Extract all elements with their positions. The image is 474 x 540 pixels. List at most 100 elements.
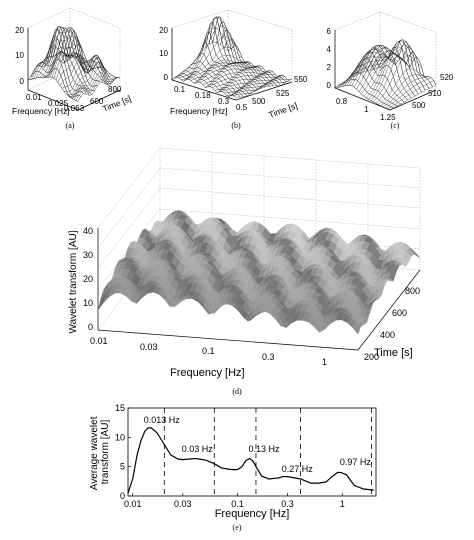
surfB-col-line [216,71,274,93]
panel-d-y-tick: 800 [405,286,420,296]
panel-e-x-tick: 0.01 [124,499,142,509]
surfC-col-line [387,80,434,110]
surfB-row-line [224,38,289,83]
panel-d-surface [97,210,421,335]
surfB-col-line [235,78,293,98]
surfA-col-line [59,57,103,86]
surfB-row-line [186,67,251,94]
panel-c-caption: (c) [391,121,400,130]
panel-a-y-tick: 800 [108,85,122,94]
surfC-col-line [380,74,427,106]
surfA-col-line [41,35,85,78]
panel-d-x-tick: 0.01 [90,336,108,346]
surfC-col-line [377,68,425,105]
panel-d-x-tick: 0.1 [202,346,215,356]
panel-e-x-tick: 0.03 [174,499,192,509]
surfA-col-line [47,52,91,78]
panel-a-x-tick: 0.01 [26,93,42,102]
panel-c-x-tick: 0.8 [336,97,348,106]
surfB-row-line [171,76,237,98]
surfB-row-line [194,52,259,91]
surfC-col-line [363,53,410,97]
surfC-col-line [375,55,422,104]
panel-c-x-tick: 1 [364,105,369,114]
panel-e-xlabel: Frequency [Hz] [215,508,290,520]
panel-d-x-tick: 1 [322,357,327,367]
surfA-row-line [27,76,79,102]
panel-d-ylabel: Time [s] [374,347,413,359]
surfB-col-line [219,74,276,92]
surfB-col-line [174,27,231,79]
surfA-col-line [67,61,110,98]
surfA-col-line [61,54,105,89]
surfC-col-line [344,52,391,86]
surfC-row-line [359,45,416,97]
surfB-row-line [175,75,240,98]
panel-e-y-tick: 15 [115,403,125,413]
surfB-row-line [197,41,263,90]
panel-b-x-tick: 0.1 [174,85,186,94]
surfA-col-line [57,54,101,83]
surfC-col-line [339,59,386,88]
surfA-col-line [39,29,83,78]
panel-b-y-tick: 525 [276,89,290,98]
panel-d-y-tick: 600 [392,308,407,318]
panel-d-z-tick: 20 [83,274,93,284]
panel-e-annotation: 0.13 Hz [248,444,280,454]
surfB-col-line [233,79,290,96]
surfA-col-line [55,53,99,81]
panel-e-annotation: 0.03 Hz [182,444,214,454]
panel-d-z-tick: 0 [88,322,93,332]
panel-e-annotation: 0.27 Hz [282,464,314,474]
surfC-col-line [361,53,408,95]
panel-b-ylabel: Time [s] [267,100,299,120]
surfA-col-line [69,67,113,98]
surfA-col-line [77,77,121,102]
surfB-row-line [227,45,293,81]
surfB-row-line [201,30,266,88]
surfC-col-line [368,40,415,100]
surfB-col-line [200,63,257,83]
surfB-col-line [183,36,241,82]
panel-b-y-tick: 500 [252,97,266,106]
panel-b-x-tick: 0.5 [236,103,248,112]
surfA-col-line [75,77,119,101]
surfC-col-line [353,45,401,88]
panel-b-axes [171,28,293,101]
panel-c-axes [334,30,437,111]
panel-a-x-tick: 0.025 [48,99,69,108]
surfC-col-line [370,39,418,101]
surfB-col-line [221,76,278,92]
surfA-row-line [33,58,84,96]
surfA-col-line [43,44,87,78]
surfC-col-line [365,46,413,98]
panel-c-z-tick: 0 [327,81,332,90]
surfB-col-line [181,25,238,81]
panel-d-x-tick: 0.3 [262,352,275,362]
panel-c: 6 4 2 0 0.8 1 1.25 500 510 520 (c) [327,11,454,130]
panel-e-annotation: 0.97 Hz [340,457,372,467]
surfA-col-line [29,47,73,80]
surfA-row-line [52,26,104,83]
surfB-row-line [205,21,270,87]
panel-c-y-tick: 510 [428,89,442,98]
surfA-col-line [73,76,117,100]
surfB-row-line [212,16,278,86]
panel-a-z-tick: 10 [15,51,24,60]
surfC-col-line [382,76,429,108]
surfA-col-line [51,52,95,78]
panel-d-caption: (d) [232,387,242,396]
panel-d-z-tick: 10 [83,298,93,308]
surfA-col-line [49,51,93,78]
panel-d-surface-facet [352,322,362,335]
surfC-col-line [337,62,384,88]
panel-a: 20 10 0 0.01 0.025 0.063 600 800 Frequen… [12,7,132,130]
surfC-col-line [373,44,420,102]
panel-e-x-tick: 0.1 [231,499,244,509]
surfB-row-line [190,61,255,93]
surfB-col-line [226,75,283,96]
surfB-row-line [183,70,248,96]
